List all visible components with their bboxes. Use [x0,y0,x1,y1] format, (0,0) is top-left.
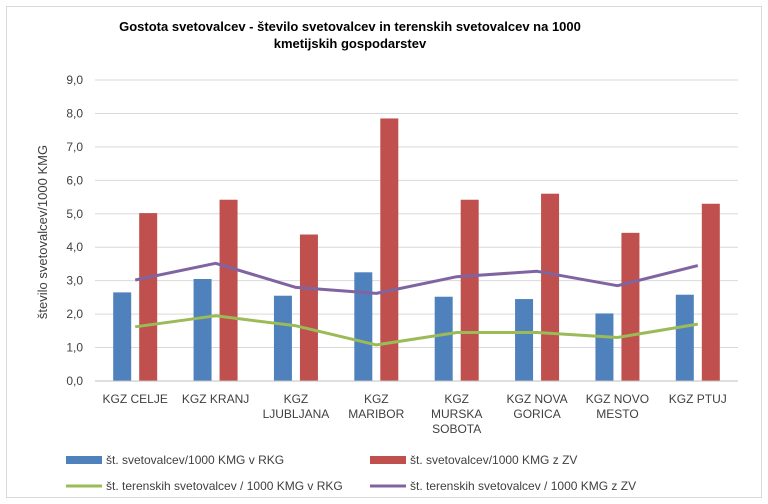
legend-label: št. svetovalcev/1000 KMG z ZV [410,453,577,467]
x-tick-label: KGZ NOVO MESTO [586,392,649,421]
y-tick-label: 7,0 [66,140,83,154]
bar [354,272,373,381]
bar [139,213,158,381]
bar [595,313,614,381]
legend-label: št. terenskih svetovalcev / 1000 KMG z Z… [410,479,636,493]
x-tick-label: KGZ MARIBOR [348,392,404,421]
series-line [134,314,699,347]
bars [113,118,720,381]
x-axis: KGZ CELJE KGZ KRANJ KGZ LJUBLJANA KGZ MARIBOR… [95,380,738,436]
x-tick-label: KGZ LJUBLJANA [263,392,330,421]
bar [113,292,132,381]
x-tick-label: KGZ NOVA GORICA [507,392,568,421]
bar [701,203,720,381]
bar [434,296,453,381]
y-tick-label: 2,0 [66,307,83,321]
gridlines [95,79,738,382]
bar [675,294,694,381]
y-tick-label: 9,0 [66,73,83,87]
bar [273,295,292,381]
y-tick-label: 1,0 [66,341,83,355]
legend-swatch [66,456,102,464]
lines [134,261,699,347]
y-axis-label: število svetovalcev/1000 KMG [35,145,50,319]
bar [515,299,534,381]
x-tick-label: KGZ KRANJ [182,392,249,406]
x-tick-label: KGZ CELJE [103,392,168,406]
legend-label: št. terenskih svetovalcev / 1000 KMG v R… [106,479,343,493]
y-tick-label: 8,0 [66,106,83,120]
x-tick-label: KGZ PTUJ [669,392,727,406]
bar [380,118,399,381]
bar [299,234,318,381]
legend-swatch [370,456,406,464]
y-tick-label: 0,0 [66,374,83,388]
bar [193,278,212,381]
bar [219,199,238,381]
bar [621,232,640,381]
y-tick-label: 5,0 [66,207,83,221]
chart-title-line1: Gostota svetovalcev - število svetovalce… [119,19,581,34]
bar [541,193,560,381]
chart-title: Gostota svetovalcev - število svetovalce… [100,18,600,52]
x-tick-label: KGZ MURSKA SOBOTA [431,392,482,436]
y-axis: 0,0 1,0 2,0 3,0 4,0 5,0 6,0 7,0 8,0 9,0 [66,73,83,388]
legend: št. svetovalcev/1000 KMG v RKG št. svetov… [66,453,636,493]
legend-label: št. svetovalcev/1000 KMG v RKG [106,453,284,467]
y-tick-label: 4,0 [66,240,83,254]
series-line [134,261,699,295]
y-tick-label: 3,0 [66,274,83,288]
bar [460,199,479,381]
chart-title-line2: kmetijskih gospodarstev [273,36,427,51]
y-tick-label: 6,0 [66,173,83,187]
